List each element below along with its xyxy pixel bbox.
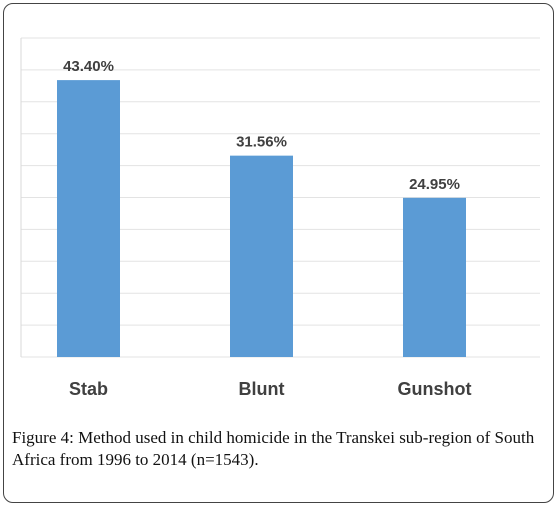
data-label: 43.40% bbox=[63, 58, 114, 75]
caption-label: Figure 4: bbox=[12, 428, 74, 447]
bar-gunshot bbox=[403, 197, 466, 357]
bar-blunt bbox=[230, 155, 293, 357]
chart-bars bbox=[57, 80, 466, 357]
bar-chart: 43.40% 31.56% 24.95% Stab Blunt Gunshot bbox=[20, 37, 540, 399]
bar-stab bbox=[57, 80, 120, 357]
data-label: 24.95% bbox=[409, 176, 460, 193]
category-label: Stab bbox=[69, 379, 108, 399]
data-label: 31.56% bbox=[236, 134, 287, 151]
category-label: Gunshot bbox=[398, 379, 472, 399]
chart-category-labels: Stab Blunt Gunshot bbox=[69, 379, 472, 399]
category-label: Blunt bbox=[239, 379, 285, 399]
chart-data-labels: 43.40% 31.56% 24.95% bbox=[63, 58, 460, 193]
figure-caption: Figure 4: Method used in child homicide … bbox=[12, 427, 547, 471]
caption-text: Method used in child homicide in the Tra… bbox=[12, 428, 535, 469]
